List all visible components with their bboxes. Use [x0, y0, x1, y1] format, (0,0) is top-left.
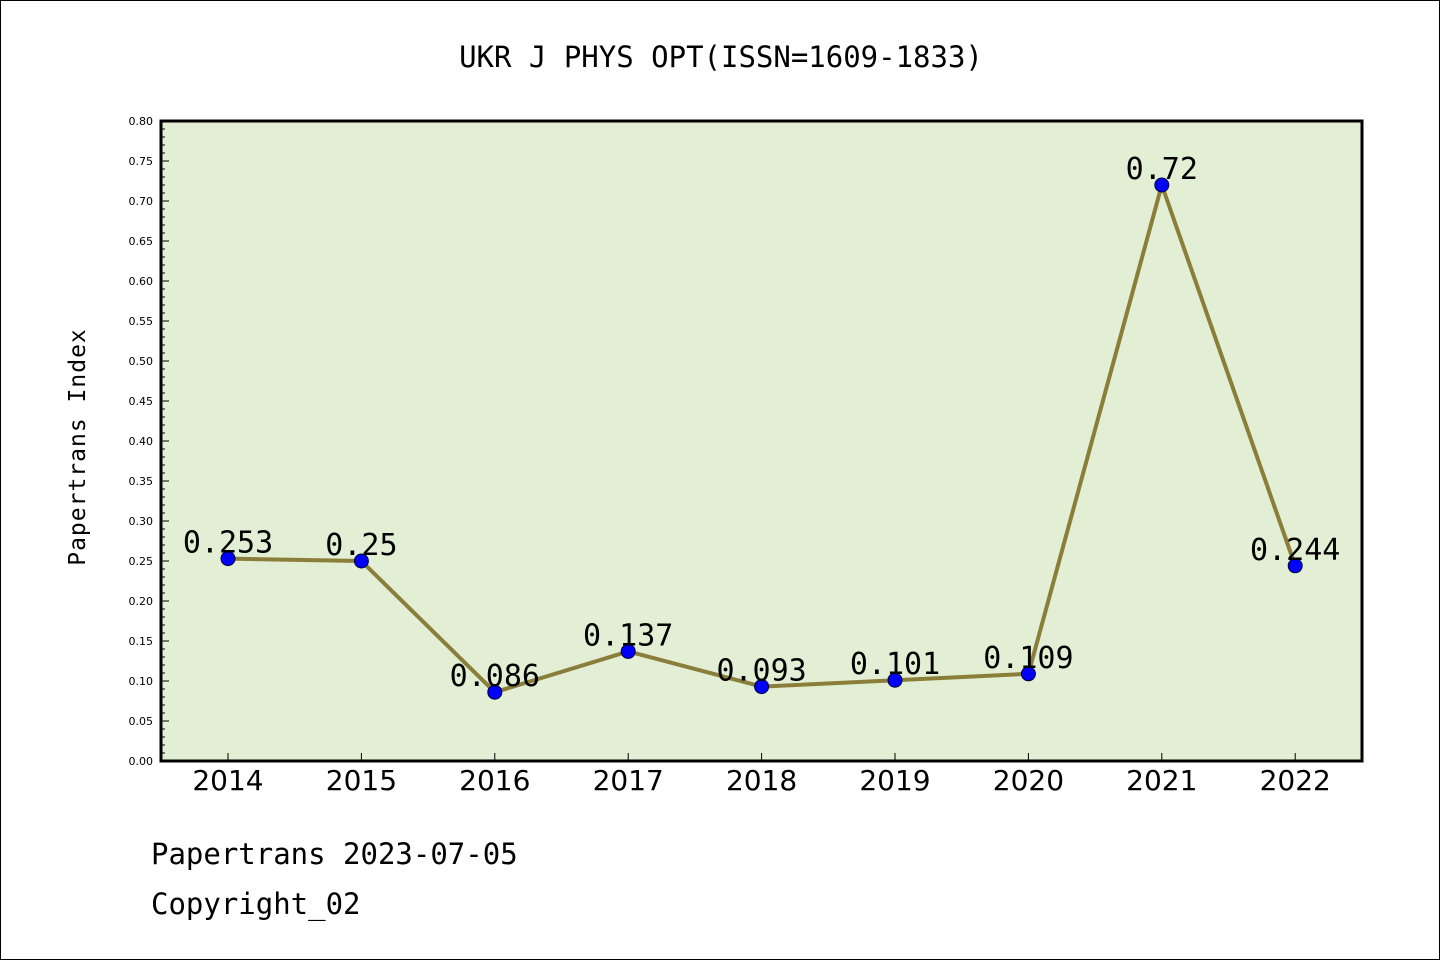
data-point-2014 [220, 551, 236, 567]
data-point-2022 [1287, 558, 1303, 574]
x-tick-label: 2016 [459, 764, 530, 797]
plot-area [159, 119, 1364, 763]
y-tick-label: 0.25 [129, 555, 154, 568]
data-point-2021 [1154, 177, 1170, 193]
x-tick-label: 2019 [859, 764, 930, 797]
x-tick-label: 2014 [192, 764, 263, 797]
x-tick-label: 2015 [326, 764, 397, 797]
data-label-2020: 0.109 [983, 641, 1073, 676]
y-tick-label: 0.65 [129, 235, 154, 248]
data-label-2015: 0.25 [325, 528, 397, 563]
y-tick-label: 0.40 [129, 435, 154, 448]
x-axis: 2014 2015 2016 2017 2018 2019 2020 2021 2022 [192, 753, 1331, 797]
data-label-2014: 0.253 [183, 526, 273, 561]
y-tick-label: 0.75 [129, 155, 154, 168]
y-tick-label: 0.70 [129, 195, 154, 208]
y-axis: 0.00 0.05 0.10 0.15 0.20 0.25 0.30 0.35 0.40 0.45… [129, 115, 169, 768]
data-label-2021: 0.72 [1126, 152, 1198, 187]
y-tick-label: 0.55 [129, 315, 154, 328]
series-papertrans-index [220, 177, 1303, 700]
data-labels: 0.253 0.25 0.086 0.137 0.093 0.101 0.109 0.72 0.… [183, 152, 1341, 694]
y-tick-label: 0.80 [129, 115, 154, 128]
footer-copyright: Copyright_02 [151, 887, 361, 921]
y-tick-label: 0.45 [129, 395, 154, 408]
y-tick-label: 0.10 [129, 675, 154, 688]
footer-date: Papertrans 2023-07-05 [151, 837, 518, 871]
x-tick-label: 2021 [1126, 764, 1197, 797]
data-label-2022: 0.244 [1250, 533, 1340, 568]
data-point-2016 [487, 684, 503, 700]
y-tick-label: 0.35 [129, 475, 154, 488]
data-label-2019: 0.101 [850, 647, 940, 682]
data-point-2020 [1020, 666, 1036, 682]
y-tick-label: 0.20 [129, 595, 154, 608]
data-label-2018: 0.093 [716, 654, 806, 689]
data-point-2019 [887, 672, 903, 688]
y-tick-label: 0.05 [129, 715, 154, 728]
y-tick-label: 0.50 [129, 355, 154, 368]
x-tick-label: 2020 [993, 764, 1064, 797]
y-tick-label: 0.00 [129, 755, 154, 768]
y-tick-label: 0.60 [129, 275, 154, 288]
y-tick-label: 0.30 [129, 515, 154, 528]
data-point-2017 [620, 643, 636, 659]
y-axis-label: Papertrans Index [65, 328, 91, 566]
x-tick-label: 2018 [726, 764, 797, 797]
data-point-2015 [353, 553, 369, 569]
x-tick-label: 2022 [1260, 764, 1331, 797]
y-tick-label: 0.15 [129, 635, 154, 648]
x-tick-label: 2017 [593, 764, 664, 797]
data-point-2018 [754, 679, 770, 695]
chart-title: UKR J PHYS OPT(ISSN=1609-1833) [459, 40, 983, 74]
data-label-2017: 0.137 [583, 618, 673, 653]
data-label-2016: 0.086 [450, 659, 540, 694]
